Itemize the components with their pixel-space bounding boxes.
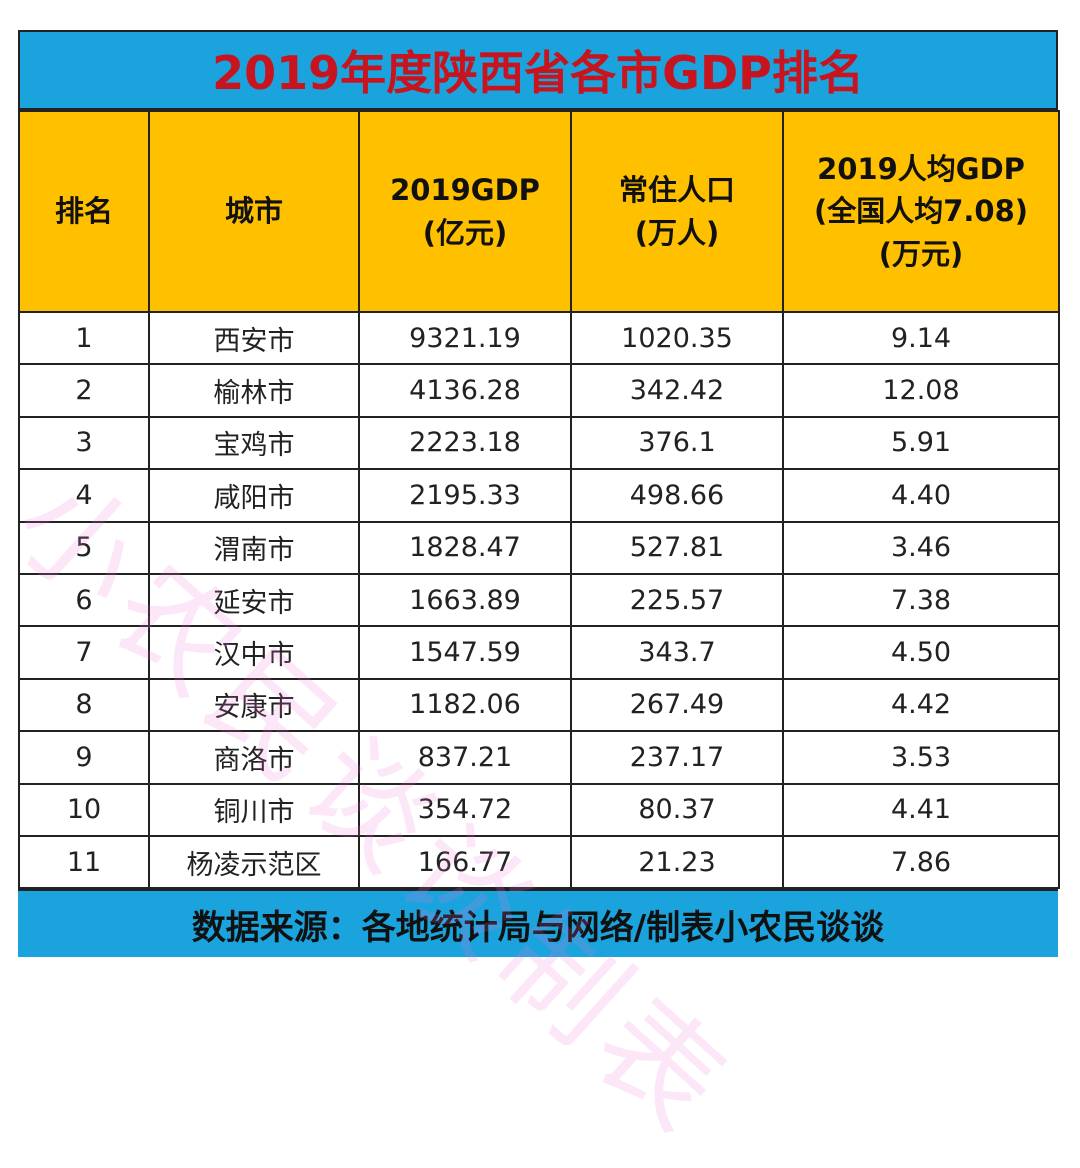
table-cell: 1547.59 <box>358 625 572 680</box>
table-cell: 铜川市 <box>148 782 360 837</box>
column-header: 2019人均GDP (全国人均7.08) (万元) <box>782 110 1060 313</box>
table-cell: 343.7 <box>570 625 784 680</box>
table-cell: 咸阳市 <box>148 468 360 523</box>
table-cell: 9 <box>18 730 150 785</box>
table-cell: 10 <box>18 782 150 837</box>
table-cell: 225.57 <box>570 572 784 628</box>
column-header: 2019GDP (亿元) <box>358 110 572 313</box>
header-row: 排名 城市 2019GDP (亿元) 常住人口 (万人) 2019人均GDP (全国人均… <box>18 110 1060 313</box>
source-footer: 数据来源：各地统计局与网络/制表小农民谈谈 <box>18 889 1058 958</box>
table-cell: 9321.19 <box>358 310 572 366</box>
table-cell: 354.72 <box>358 782 572 837</box>
table-cell: 1182.06 <box>358 677 572 733</box>
table-cell: 527.81 <box>570 520 784 575</box>
table-cell: 安康市 <box>148 677 360 733</box>
column-header: 常住人口 (万人) <box>570 110 784 313</box>
table-row: 11 杨凌示范区 166.77 21.23 7.86 <box>18 834 1060 890</box>
table-cell: 267.49 <box>570 677 784 733</box>
table-cell: 80.37 <box>570 782 784 837</box>
table-cell: 汉中市 <box>148 625 360 680</box>
table-cell: 2195.33 <box>358 468 572 523</box>
gdp-table-card: 2019年度陕西省各市GDP排名 排名 城市 2019GDP (亿元) 常住人口 (万… <box>18 30 1060 958</box>
table-cell: 杨凌示范区 <box>148 834 360 890</box>
table-cell: 延安市 <box>148 572 360 628</box>
table-row: 4 咸阳市 2195.33 498.66 4.40 <box>18 468 1060 523</box>
table-cell: 498.66 <box>570 468 784 523</box>
table-cell: 榆林市 <box>148 363 360 418</box>
table-cell: 2 <box>18 363 150 418</box>
table-cell: 渭南市 <box>148 520 360 575</box>
table-cell: 376.1 <box>570 415 784 471</box>
table-cell: 4.42 <box>782 677 1060 733</box>
table-cell: 166.77 <box>358 834 572 890</box>
table-cell: 商洛市 <box>148 730 360 785</box>
table-row: 5 渭南市 1828.47 527.81 3.46 <box>18 520 1060 575</box>
table-cell: 西安市 <box>148 310 360 366</box>
table-row: 3 宝鸡市 2223.18 376.1 5.91 <box>18 415 1060 471</box>
table-cell: 7.38 <box>782 572 1060 628</box>
table-cell: 9.14 <box>782 310 1060 366</box>
table-cell: 21.23 <box>570 834 784 890</box>
table-row: 1 西安市 9321.19 1020.35 9.14 <box>18 310 1060 366</box>
table-cell: 2223.18 <box>358 415 572 471</box>
table-row: 9 商洛市 837.21 237.17 3.53 <box>18 730 1060 785</box>
table-cell: 3 <box>18 415 150 471</box>
table-cell: 1828.47 <box>358 520 572 575</box>
table-cell: 342.42 <box>570 363 784 418</box>
table-cell: 4.50 <box>782 625 1060 680</box>
table-cell: 5 <box>18 520 150 575</box>
gdp-table: 排名 城市 2019GDP (亿元) 常住人口 (万人) 2019人均GDP (全国人均… <box>18 110 1060 890</box>
table-row: 7 汉中市 1547.59 343.7 4.50 <box>18 625 1060 680</box>
table-title: 2019年度陕西省各市GDP排名 <box>18 30 1058 110</box>
table-cell: 宝鸡市 <box>148 415 360 471</box>
column-header: 城市 <box>148 110 360 313</box>
table-cell: 7.86 <box>782 834 1060 890</box>
table-cell: 3.46 <box>782 520 1060 575</box>
table-row: 8 安康市 1182.06 267.49 4.42 <box>18 677 1060 733</box>
table-cell: 12.08 <box>782 363 1060 418</box>
table-cell: 837.21 <box>358 730 572 785</box>
table-cell: 5.91 <box>782 415 1060 471</box>
table-cell: 7 <box>18 625 150 680</box>
table-row: 10 铜川市 354.72 80.37 4.41 <box>18 782 1060 837</box>
table-row: 6 延安市 1663.89 225.57 7.38 <box>18 572 1060 628</box>
table-cell: 11 <box>18 834 150 890</box>
table-cell: 4.41 <box>782 782 1060 837</box>
table-row: 2 榆林市 4136.28 342.42 12.08 <box>18 363 1060 418</box>
table-cell: 4136.28 <box>358 363 572 418</box>
table-cell: 237.17 <box>570 730 784 785</box>
table-cell: 3.53 <box>782 730 1060 785</box>
column-header: 排名 <box>18 110 150 313</box>
table-cell: 8 <box>18 677 150 733</box>
table-cell: 1 <box>18 310 150 366</box>
table-cell: 1663.89 <box>358 572 572 628</box>
table-cell: 6 <box>18 572 150 628</box>
table-cell: 1020.35 <box>570 310 784 366</box>
table-cell: 4.40 <box>782 468 1060 523</box>
table-cell: 4 <box>18 468 150 523</box>
